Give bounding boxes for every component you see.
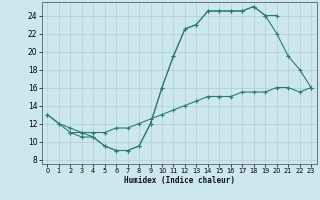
- X-axis label: Humidex (Indice chaleur): Humidex (Indice chaleur): [124, 176, 235, 185]
